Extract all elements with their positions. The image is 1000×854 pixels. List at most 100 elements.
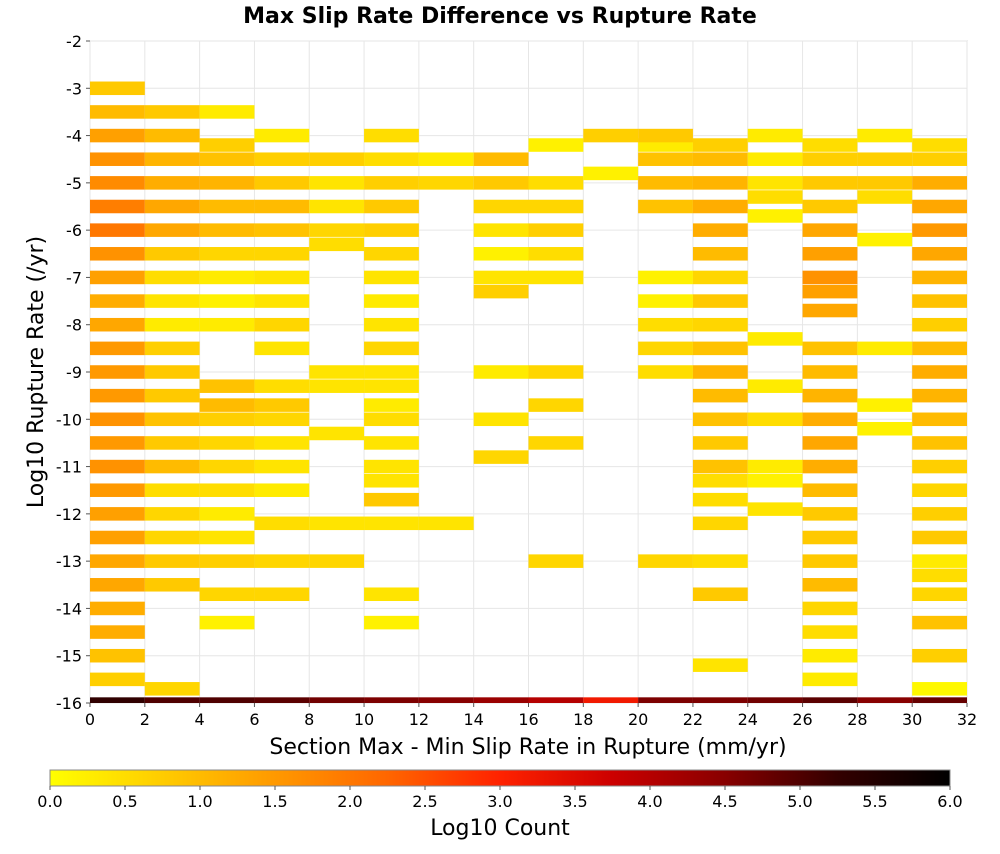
- heatmap-cell: [364, 473, 419, 488]
- colorbar-tick-label: 4.5: [712, 792, 737, 811]
- heatmap-cell: [802, 176, 858, 190]
- heatmap-cell: [473, 270, 529, 285]
- heatmap-cell: [857, 190, 913, 204]
- heatmap-cell: [528, 247, 584, 261]
- y-tick-label: -12: [56, 505, 82, 524]
- heatmap-cell: [473, 247, 529, 261]
- heatmap-cell: [309, 152, 365, 166]
- heatmap-cell: [144, 176, 200, 190]
- heatmap-cell: [912, 459, 967, 474]
- y-tick-label: -16: [56, 694, 82, 713]
- heatmap-cell: [309, 365, 365, 379]
- heatmap-cell: [364, 587, 419, 602]
- heatmap-cell: [199, 412, 255, 427]
- x-tick-label: 26: [792, 710, 812, 729]
- y-axis-ticks: -2 -3 -4 -5 -6 -7 -8 -9 -10 -11 -12 -13 -14 -15 -16: [56, 32, 90, 713]
- heatmap-cell: [857, 398, 913, 412]
- heatmap-cell: [144, 459, 200, 474]
- heatmap-cell: [144, 682, 200, 696]
- heatmap-cell: [638, 270, 693, 285]
- heatmap-cell: [309, 199, 365, 214]
- heatmap-cell: [144, 247, 200, 261]
- heatmap-cell: [144, 554, 200, 568]
- heatmap-cell: [857, 341, 913, 356]
- heatmap-cell: [364, 199, 419, 214]
- colorbar-tick-label: 3.0: [487, 792, 512, 811]
- heatmap-cell: [912, 223, 967, 237]
- heatmap-cell: [912, 568, 967, 583]
- x-tick-label: 14: [464, 710, 484, 729]
- heatmap-cell: [144, 388, 200, 403]
- heatmap-cell: [199, 270, 255, 285]
- x-tick-label: 30: [902, 710, 922, 729]
- heatmap-cell: [90, 483, 145, 497]
- heatmap-cell: [528, 436, 584, 450]
- x-axis-ticks: 0 2 4 6 8 10 12 14 16 18 20 22 24 26 28 30 32: [85, 703, 977, 729]
- heatmap-cell: [802, 388, 858, 403]
- heatmap-cell: [254, 128, 310, 143]
- heatmap-cell: [802, 247, 858, 261]
- heatmap-cell: [747, 190, 803, 204]
- heatmap-cell: [692, 459, 748, 474]
- heatmap-cell: [254, 270, 310, 285]
- heatmap-cell: [90, 223, 145, 237]
- heatmap-cell: [473, 176, 529, 190]
- x-tick-label: 0: [85, 710, 95, 729]
- heatmap-cell: [912, 587, 967, 602]
- heatmap-cell: [144, 578, 200, 592]
- x-tick-label: 4: [195, 710, 205, 729]
- heatmap-cell: [747, 473, 803, 488]
- heatmap-cell: [912, 436, 967, 450]
- heatmap-cell: [692, 697, 748, 703]
- heatmap-cell: [692, 365, 748, 379]
- heatmap-cell: [364, 459, 419, 474]
- heatmap-cell: [90, 648, 145, 663]
- heatmap-cell: [144, 507, 200, 521]
- heatmap-cell: [144, 341, 200, 356]
- heatmap-cell: [473, 697, 529, 703]
- heatmap-cell: [912, 483, 967, 497]
- heatmap-cell: [90, 459, 145, 474]
- heatmap-cell: [144, 412, 200, 427]
- heatmap-cell: [254, 294, 310, 308]
- heatmap-cell: [912, 365, 967, 379]
- heatmap-cell: [199, 459, 255, 474]
- heatmap-cell: [90, 625, 145, 639]
- colorbar-tick-label: 1.0: [187, 792, 212, 811]
- heatmap-cell: [692, 492, 748, 507]
- heatmap-cell: [912, 682, 967, 696]
- heatmap-cell: [802, 625, 858, 639]
- colorbar-ticks: 0.0 0.5 1.0 1.5 2.0 2.5 3.0 3.5 4.0 4.5 5.0 5.5 6.0: [37, 786, 963, 811]
- heatmap-cell: [638, 176, 693, 190]
- heatmap-cell: [364, 247, 419, 261]
- heatmap-cell: [254, 483, 310, 497]
- heatmap-cell: [309, 379, 365, 393]
- y-tick-label: -10: [56, 410, 82, 429]
- heatmap-cell: [747, 459, 803, 474]
- heatmap-cell: [912, 199, 967, 214]
- heatmap-cell: [199, 554, 255, 568]
- heatmap-cell: [802, 152, 858, 166]
- colorbar: [49, 769, 951, 787]
- x-tick-label: 8: [304, 710, 314, 729]
- heatmap-cell: [199, 152, 255, 166]
- y-tick-label: -9: [66, 363, 82, 382]
- heatmap-cell: [199, 176, 255, 190]
- heatmap-cell: [912, 412, 967, 427]
- y-tick-label: -14: [56, 599, 82, 618]
- heatmap-cell: [254, 379, 310, 393]
- heatmap-cell: [364, 516, 419, 531]
- heatmap-cell: [364, 294, 419, 308]
- heatmap-cell: [473, 223, 529, 237]
- heatmap-cell: [90, 81, 145, 96]
- heatmap-cell: [802, 223, 858, 237]
- heatmap-cell: [857, 152, 913, 166]
- heatmap-cell: [692, 199, 748, 214]
- heatmap-cell: [90, 672, 145, 687]
- heatmap-cell: [912, 507, 967, 521]
- heatmap-cell: [90, 270, 145, 285]
- heatmap-cell: [144, 105, 200, 119]
- heatmap-cell: [692, 152, 748, 166]
- heatmap-cell: [364, 270, 419, 285]
- heatmap-cell: [364, 223, 419, 237]
